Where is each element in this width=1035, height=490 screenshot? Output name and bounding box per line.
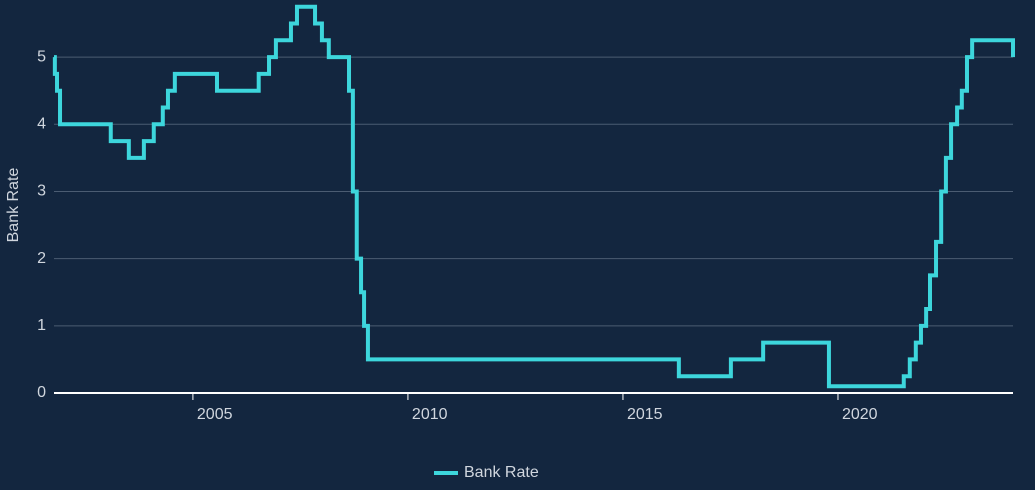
legend-label: Bank Rate [464, 464, 539, 481]
x-tick-label: 2015 [627, 406, 663, 423]
y-tick-label: 2 [37, 250, 46, 267]
y-axis-label: Bank Rate [5, 168, 22, 243]
y-tick-label: 3 [37, 183, 46, 200]
x-tick-label: 2005 [197, 406, 233, 423]
x-tick-label: 2020 [842, 406, 878, 423]
line-series [52, 4, 1015, 389]
y-tick-label: 4 [37, 116, 46, 133]
y-tick-label: 5 [37, 48, 46, 65]
y-tick-label: 1 [37, 317, 46, 334]
x-tick-label: 2010 [412, 406, 448, 423]
y-tick-label: 0 [37, 384, 46, 401]
